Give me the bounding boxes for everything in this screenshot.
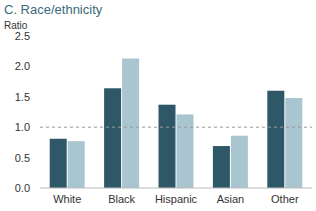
bar [213, 146, 230, 188]
bar [50, 139, 67, 188]
y-tick-label: 2.0 [15, 60, 30, 72]
y-tick-label: 1.0 [15, 121, 30, 133]
x-tick-label: Other [271, 193, 299, 205]
bar [285, 98, 302, 188]
y-tick-label: 1.5 [15, 91, 30, 103]
y-tick-label: 0.0 [15, 182, 30, 194]
y-tick [34, 188, 37, 189]
bar [267, 91, 284, 188]
bar [159, 105, 176, 188]
y-tick-label: 0.5 [15, 152, 30, 164]
reference-line [40, 127, 312, 128]
x-tick-label: White [53, 193, 81, 205]
x-tick-label: Black [108, 193, 135, 205]
y-tick [34, 36, 37, 37]
bar [231, 136, 248, 188]
bars [50, 58, 303, 188]
bar [122, 58, 139, 188]
chart: C. Race/ethnicityRatio0.00.51.01.52.02.5… [0, 0, 316, 211]
y-tick [34, 127, 37, 128]
bar [104, 88, 121, 188]
y-tick [34, 157, 37, 158]
y-tick [34, 66, 37, 67]
y-tick [34, 96, 37, 97]
title: C. Race/ethnicity [4, 2, 103, 17]
x-axis [40, 188, 312, 189]
x-tick-label: Hispanic [155, 193, 198, 205]
x-tick-label: Asian [217, 193, 245, 205]
bar [68, 141, 85, 188]
y-tick-label: 2.5 [15, 30, 30, 42]
bar [177, 114, 194, 188]
